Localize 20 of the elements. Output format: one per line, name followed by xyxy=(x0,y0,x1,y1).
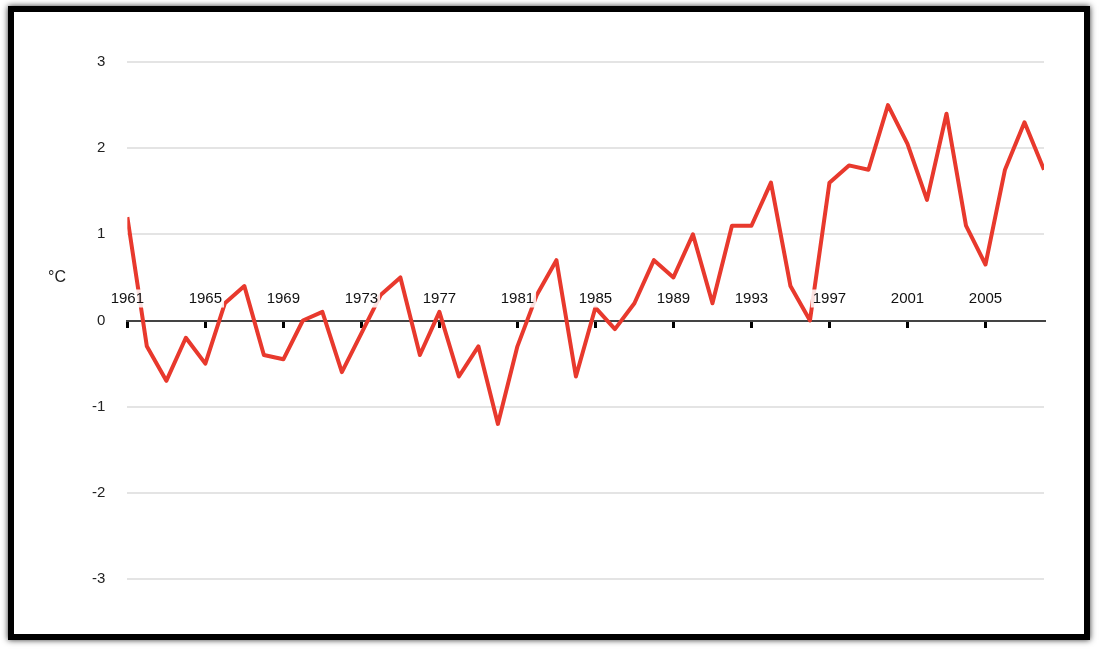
x-tick-label: 1961 xyxy=(110,288,145,306)
x-tick-label: 1969 xyxy=(266,288,301,306)
y-tick-label: 0 xyxy=(96,310,106,328)
x-tick-label: 2001 xyxy=(890,288,925,306)
x-tick-label: 1993 xyxy=(734,288,769,306)
x-tick-label: 1981 xyxy=(500,288,535,306)
y-tick-label: 3 xyxy=(96,52,106,70)
y-axis-title: °C xyxy=(48,268,66,286)
y-tick-label: -1 xyxy=(91,396,106,414)
x-tick-label: 1985 xyxy=(578,288,613,306)
y-tick-label: 1 xyxy=(96,224,106,242)
x-tick-label: 2005 xyxy=(968,288,1003,306)
x-tick-label: 1965 xyxy=(188,288,223,306)
y-tick-label: 2 xyxy=(96,138,106,156)
x-tick-label: 1977 xyxy=(422,288,457,306)
x-tick-label: 1973 xyxy=(344,288,379,306)
x-tick-label: 1989 xyxy=(656,288,691,306)
y-tick-label: -2 xyxy=(91,482,106,500)
x-tick-label: 1997 xyxy=(812,288,847,306)
y-tick-label: -3 xyxy=(91,569,106,587)
